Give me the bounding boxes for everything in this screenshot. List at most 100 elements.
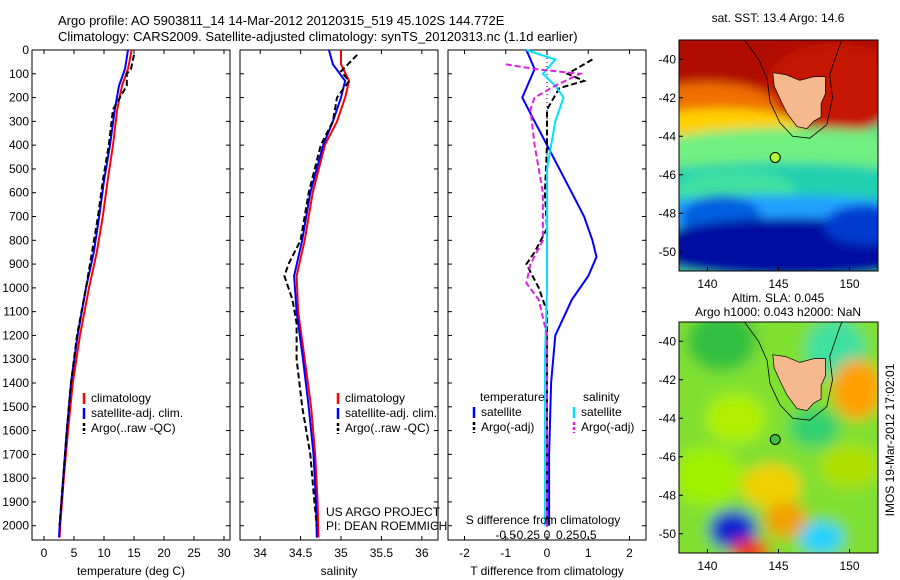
sla-map: -40 -42 -44 -46 -48 -50 140 145 150 Altim. SLA: 0… [659, 291, 879, 573]
y-tick-label: -50 [659, 527, 677, 541]
tasmania-land [772, 72, 826, 129]
y-tick-label: -46 [659, 168, 677, 182]
field-patch [763, 502, 808, 539]
x-tick-label: 140 [697, 277, 717, 291]
shelf-contour [743, 40, 843, 139]
y-tick-label: 1900 [2, 495, 29, 509]
x-tick-label: 140 [697, 559, 717, 573]
legend-entry: satellite [581, 405, 622, 419]
temperature-profile: 0100200300400500600700800900100011001200… [2, 43, 231, 578]
field-patch [819, 444, 878, 489]
y-tick-label: 1100 [3, 305, 29, 319]
s-tick-label: -0.5 [495, 528, 516, 542]
y-tick-label: -42 [659, 91, 677, 105]
y-tick-label: 1000 [2, 281, 29, 295]
x-tick-label: 30 [217, 546, 231, 560]
tasmania-land [772, 354, 826, 411]
plot-frame [239, 49, 439, 541]
s-tick-label: 0.25 [556, 528, 580, 542]
field-patch [741, 463, 802, 508]
y-tick-label: 200 [9, 91, 29, 105]
y-tick-label: 500 [9, 162, 29, 176]
imos-timestamp-label: IMOS 19-Mar-2012 17:02:01 [883, 363, 897, 517]
x-tick-label: 150 [840, 277, 860, 291]
x-tick-label: -2 [459, 546, 470, 560]
x-tick-label: 36 [415, 546, 429, 560]
y-tick-label: 2000 [2, 519, 29, 533]
y-tick-label: 600 [9, 186, 29, 200]
x-tick-label: 20 [157, 546, 171, 560]
field-patch [730, 539, 771, 553]
legend-header-temperature: temperature [480, 390, 545, 404]
y-tick-label: -48 [659, 206, 677, 220]
y-tick-label: 1300 [2, 352, 29, 366]
shelf-contour [743, 322, 843, 421]
s-tick-label: 0.5 [580, 528, 597, 542]
series-line-climatology [295, 50, 351, 538]
y-tick-label: 700 [9, 210, 29, 224]
field-patch [705, 393, 766, 444]
salinity-profile: 34 34.5 35 35.5 36 salinity climatologysatelli… [239, 49, 447, 578]
legend-header-salinity: salinity [583, 390, 620, 404]
x-tick-label: 25 [187, 546, 201, 560]
legend-entry: climatology [345, 391, 405, 405]
annotation-project: US ARGO PROJECT [326, 505, 441, 519]
legend-entry: satellite [481, 405, 522, 419]
x-tick-label: 5 [71, 546, 78, 560]
s-tick-label: 0 [544, 528, 551, 542]
legend-entry: Argo(-adj) [581, 420, 634, 434]
y-tick-label: -44 [659, 129, 677, 143]
map-subtitle-sla: Argo h1000: 0.043 h2000: NaN [695, 305, 861, 319]
x-tick-label: 35.5 [370, 546, 394, 560]
map-title-sst: sat. SST: 13.4 Argo: 14.6 [712, 11, 845, 25]
figure-title-line1: Argo profile: AO 5903811_14 14-Mar-2012 … [58, 13, 505, 28]
annotation-pi: PI: DEAN ROEMMICH [326, 519, 447, 533]
map-field [679, 322, 878, 553]
x-tick-label: 145 [768, 277, 788, 291]
argo-position-marker [769, 151, 781, 163]
field-patch [831, 359, 878, 420]
series-line-argo-adj- [505, 63, 584, 526]
y-tick-label: -42 [659, 373, 677, 387]
y-tick-label: -40 [659, 334, 677, 348]
y-tick-label: 100 [9, 67, 29, 81]
y-tick-label: 1200 [2, 328, 29, 342]
legend-entry: Argo(..raw -QC) [91, 421, 176, 435]
argo-position-marker [769, 433, 781, 445]
x-axis-label: temperature (deg C) [77, 564, 185, 578]
x-tick-label: 1 [585, 546, 592, 560]
x-axis-label: T difference from climatology [470, 564, 624, 578]
s-tick-label: -0.25 [513, 528, 541, 542]
x-tick-label: 15 [127, 546, 141, 560]
x-tick-label: 34.5 [289, 546, 313, 560]
series-line-satellite [521, 49, 598, 526]
x-tick-label: 0 [41, 546, 48, 560]
x-tick-label: -1 [500, 546, 511, 560]
y-tick-label: 400 [9, 138, 29, 152]
difference-profile: -2 -1 0 1 2T difference from climatology S di… [447, 49, 647, 578]
x-tick-label: 34 [254, 546, 268, 560]
y-tick-label: -46 [659, 450, 677, 464]
plot-frame [31, 49, 231, 541]
field-patch [679, 446, 743, 506]
y-tick-label: 1700 [2, 447, 29, 461]
sst-map: -40 -42 -44 -46 -48 -50 140 145 150 sat. SST: 13.… [659, 11, 879, 291]
y-tick-label: 1400 [2, 376, 29, 390]
y-tick-label: 300 [9, 114, 29, 128]
y-tick-label: -50 [659, 245, 677, 259]
map-field [679, 40, 878, 271]
y-tick-label: 1800 [2, 471, 29, 485]
x-tick-label: 145 [768, 559, 788, 573]
legend-entry: satellite-adj. clim. [345, 406, 437, 420]
field-patch [799, 521, 844, 553]
legend-entry: satellite-adj. clim. [91, 406, 183, 420]
x-tick-label: 0 [544, 546, 551, 560]
series-line-argo-raw-qc- [283, 54, 358, 526]
series-line-satellite [526, 49, 565, 526]
series-line-satellite-adj-clim- [293, 49, 347, 538]
y-tick-label: -40 [659, 52, 677, 66]
y-tick-label: 0 [22, 43, 29, 57]
legend-entry: climatology [91, 391, 151, 405]
y-tick-label: 900 [9, 257, 29, 271]
map-title-sla: Altim. SLA: 0.045 [732, 291, 825, 305]
